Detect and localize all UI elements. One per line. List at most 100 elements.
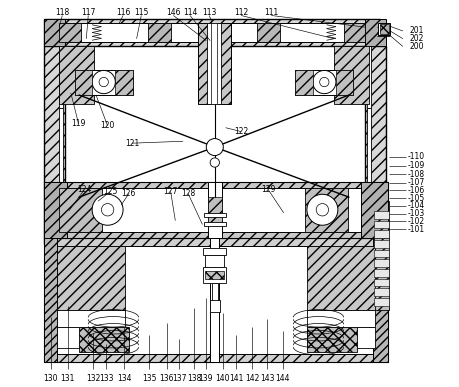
Text: -106: -106 (408, 186, 425, 195)
Text: 139: 139 (198, 374, 213, 383)
Bar (367, 108, 371, 186)
Text: -103: -103 (408, 209, 425, 218)
Text: -108: -108 (408, 170, 425, 179)
Text: 133: 133 (99, 374, 114, 383)
Text: 132: 132 (86, 374, 101, 383)
Bar (374, 201, 389, 310)
Text: 143: 143 (260, 374, 274, 383)
Bar (208, 182, 222, 238)
Bar (373, 238, 388, 362)
Bar (75, 70, 92, 95)
Text: 125: 125 (103, 187, 118, 196)
Bar (115, 70, 133, 95)
Text: 140: 140 (215, 374, 230, 383)
Text: 130: 130 (44, 374, 58, 383)
Bar (374, 279, 389, 286)
Bar (374, 288, 389, 296)
Text: 119: 119 (72, 119, 86, 128)
Text: 126: 126 (122, 189, 136, 198)
Text: -110: -110 (408, 152, 425, 161)
Bar (365, 46, 386, 244)
Bar (374, 259, 389, 267)
Text: 120: 120 (101, 121, 115, 130)
Circle shape (92, 70, 115, 94)
Bar (204, 213, 226, 217)
Bar (44, 182, 388, 238)
Text: 118: 118 (55, 8, 69, 17)
Bar (295, 70, 353, 95)
Text: 138: 138 (187, 374, 201, 383)
Bar (210, 238, 219, 362)
Bar (211, 23, 217, 104)
Bar (367, 42, 371, 108)
Text: 111: 111 (264, 8, 279, 17)
Text: 201: 201 (409, 26, 424, 36)
Bar (59, 23, 80, 42)
Bar (361, 182, 388, 238)
Text: 112: 112 (234, 8, 248, 17)
Circle shape (313, 70, 336, 94)
Bar (59, 42, 63, 108)
Bar (307, 246, 375, 310)
Text: 124: 124 (77, 185, 91, 194)
Bar (44, 19, 381, 46)
Text: 142: 142 (245, 374, 259, 383)
Bar (374, 298, 389, 306)
Bar (44, 19, 65, 46)
Bar (295, 70, 313, 95)
Bar (212, 283, 218, 302)
Text: 137: 137 (172, 374, 186, 383)
Bar (344, 23, 365, 42)
Text: 131: 131 (61, 374, 75, 383)
Text: -101: -101 (408, 224, 425, 234)
Bar (210, 300, 220, 312)
Text: 202: 202 (409, 34, 424, 43)
Text: 113: 113 (202, 8, 217, 17)
Text: 135: 135 (142, 374, 156, 383)
Text: 116: 116 (116, 8, 130, 17)
Bar (379, 23, 390, 35)
Bar (374, 221, 389, 228)
Bar (57, 327, 125, 348)
Text: 122: 122 (234, 127, 248, 136)
Circle shape (92, 194, 123, 225)
Text: 134: 134 (117, 374, 131, 383)
Text: -107: -107 (408, 178, 425, 187)
Bar (307, 327, 375, 348)
Text: 117: 117 (81, 8, 95, 17)
Text: 121: 121 (125, 139, 139, 148)
Text: 115: 115 (134, 8, 148, 17)
Bar (203, 248, 226, 255)
Bar (75, 70, 133, 95)
Bar (57, 310, 125, 327)
Circle shape (206, 139, 224, 156)
Text: 128: 128 (181, 189, 195, 198)
Bar (198, 23, 231, 104)
Circle shape (316, 204, 329, 216)
Bar (59, 46, 94, 104)
Circle shape (319, 77, 329, 87)
Bar (305, 188, 347, 232)
Text: 141: 141 (230, 374, 244, 383)
Text: 146: 146 (166, 8, 181, 17)
Bar (59, 188, 369, 232)
Bar (336, 70, 353, 95)
Bar (307, 327, 357, 352)
Bar (57, 246, 375, 354)
Circle shape (210, 158, 219, 167)
Bar (380, 24, 389, 34)
Text: -102: -102 (408, 217, 425, 226)
Bar (334, 46, 369, 104)
Text: -109: -109 (408, 161, 425, 170)
Bar (57, 246, 125, 310)
Bar (44, 238, 57, 362)
Bar (205, 271, 224, 279)
Bar (44, 182, 67, 238)
Bar (307, 310, 375, 327)
Bar (374, 269, 389, 277)
Text: 127: 127 (163, 187, 178, 196)
Bar (44, 238, 388, 362)
Bar (374, 211, 389, 219)
Text: -104: -104 (408, 201, 425, 211)
Text: 136: 136 (160, 374, 174, 383)
